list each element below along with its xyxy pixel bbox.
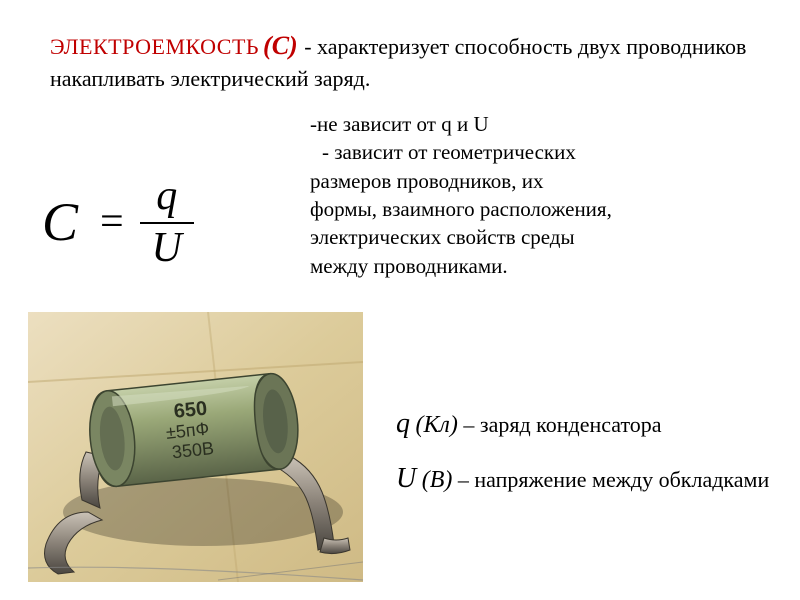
dep-line: - зависит от геометрических xyxy=(310,138,770,166)
formula-num: q xyxy=(140,172,194,222)
legend-q: q (Кл) – заряд конденсатора xyxy=(396,404,786,445)
formula-lhs: C xyxy=(42,191,78,253)
formula-eq: = xyxy=(100,198,124,246)
dep-line: электрических свойств среды xyxy=(310,223,770,251)
dep-line: между проводниками. xyxy=(310,252,770,280)
term: электроемкость xyxy=(50,34,259,59)
q-symbol: q xyxy=(396,408,410,439)
u-desc: – напряжение между обкладками xyxy=(458,467,769,492)
legend-u: U (В) – напряжение между обкладками xyxy=(396,459,786,500)
title-block: электроемкость (С) - характеризует спосо… xyxy=(50,28,750,95)
dep-line: -не зависит от q и U xyxy=(310,110,770,138)
q-desc: – заряд конденсатора xyxy=(463,412,661,437)
dependencies-block: -не зависит от q и U - зависит от геомет… xyxy=(310,110,770,280)
u-unit: (В) xyxy=(422,467,453,493)
dep-line: формы, взаимного расположения, xyxy=(310,195,770,223)
formula-fraction: q U xyxy=(140,172,194,272)
symbol-paren: (С) xyxy=(263,31,304,60)
capacitor-photo: 650 ±5пФ 350В xyxy=(28,312,363,582)
formula: C = q U xyxy=(42,172,194,272)
q-unit: (Кл) xyxy=(416,412,458,438)
formula-den: U xyxy=(140,224,194,272)
u-symbol: U xyxy=(396,463,416,494)
dep-line: размеров проводников, их xyxy=(310,167,770,195)
legend-block: q (Кл) – заряд конденсатора U (В) – напр… xyxy=(396,404,786,513)
